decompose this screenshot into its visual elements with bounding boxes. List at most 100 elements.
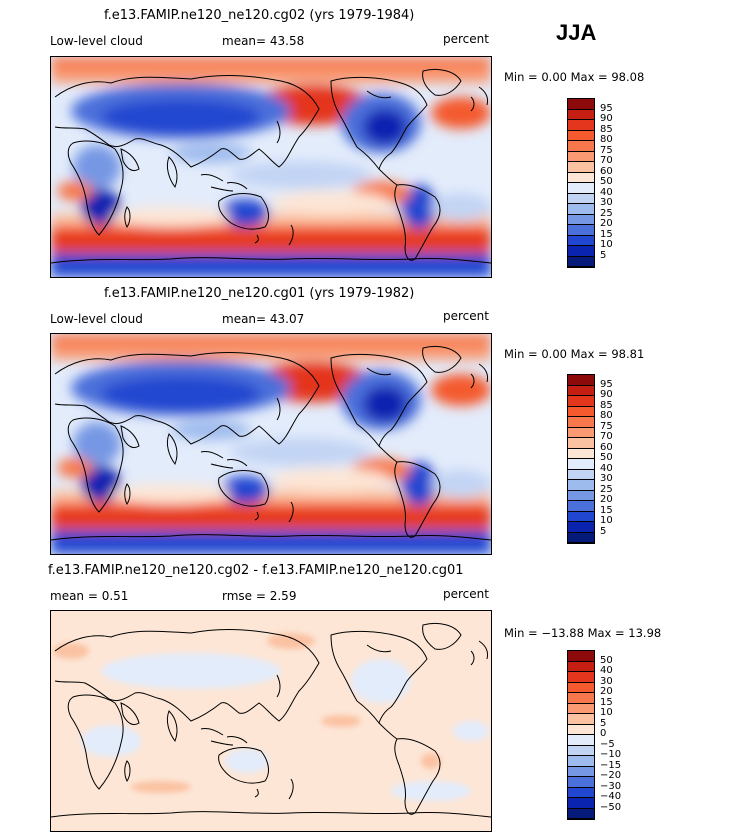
colorbar-swatch	[568, 798, 594, 809]
colorbar-tick-label: 25	[600, 483, 613, 495]
colorbar-swatch	[568, 766, 594, 777]
panel-1-title: f.e13.FAMIP.ne120_ne120.cg02 (yrs 1979-1…	[104, 8, 415, 23]
panel-3-minmax: Min = −13.88 Max = 13.98	[504, 626, 662, 640]
panel-3-rmse-label: rmse = 2.59	[222, 589, 297, 603]
colorbar-tick-label: 85	[600, 123, 613, 135]
panel-1-map	[50, 56, 492, 278]
colorbar-swatch	[568, 438, 594, 449]
colorbar-swatch	[568, 246, 594, 257]
panel-1-units-label: percent	[443, 32, 489, 46]
colorbar-swatch	[568, 385, 594, 396]
panel-2-mean-label: mean= 43.07	[222, 312, 305, 326]
colorbar-tick-label: 0	[600, 728, 607, 739]
colorbar-tick-label: 15	[600, 696, 613, 708]
colorbar-swatch	[568, 396, 594, 407]
colorbar-swatch	[568, 808, 594, 819]
panel-3-title: f.e13.FAMIP.ne120_ne120.cg02 - f.e13.FAM…	[48, 563, 464, 578]
colorbar-swatch	[568, 151, 594, 162]
colorbar-tick-label: 5	[600, 249, 607, 261]
colorbar-tick-label: 90	[600, 389, 613, 400]
colorbar-tick-label: −20	[600, 770, 622, 781]
colorbar-tick-label: 25	[600, 207, 613, 219]
colorbar-swatch	[568, 256, 594, 267]
colorbar-tick-label: 95	[600, 378, 613, 390]
colorbar-swatch	[568, 162, 594, 173]
colorbar-tick-label: 40	[600, 665, 613, 676]
colorbar-swatch	[568, 448, 594, 459]
colorbar-swatches	[567, 650, 595, 820]
panel-3-map-graphic	[51, 611, 491, 831]
panel-3-map	[50, 610, 492, 832]
colorbar-swatch	[568, 99, 594, 110]
panel-2-title: f.e13.FAMIP.ne120_ne120.cg01 (yrs 1979-1…	[104, 286, 415, 301]
colorbar-tick-label: −10	[600, 749, 622, 760]
colorbar-tick-label: 70	[600, 155, 613, 166]
colorbar-swatch	[568, 225, 594, 236]
colorbar-tick-label: −40	[600, 791, 622, 802]
colorbar-tick-label: 20	[600, 494, 613, 505]
colorbar-swatch	[568, 214, 594, 225]
season-label: JJA	[556, 20, 597, 45]
colorbar-swatch	[568, 661, 594, 672]
panel-2-units-label: percent	[443, 309, 489, 323]
colorbar-swatch	[568, 703, 594, 714]
colorbar-swatch	[568, 109, 594, 120]
colorbar-tick-label: 10	[600, 515, 613, 526]
colorbar-swatch	[568, 490, 594, 501]
colorbar-swatch	[568, 480, 594, 491]
colorbar-swatch	[568, 469, 594, 480]
colorbar-swatch	[568, 651, 594, 662]
panel-3-mean-label: mean = 0.51	[50, 589, 129, 603]
colorbar-tick-label: 30	[600, 675, 613, 687]
colorbar-tick-label: −15	[600, 759, 622, 771]
colorbar-tick-label: 10	[600, 239, 613, 250]
colorbar-swatches	[567, 98, 595, 268]
panel-2-minmax: Min = 0.00 Max = 98.81	[504, 347, 645, 361]
panel-1-minmax: Min = 0.00 Max = 98.08	[504, 70, 645, 84]
colorbar-tick-label: 70	[600, 431, 613, 442]
colorbar-swatch	[568, 417, 594, 428]
colorbar-tick-label: −30	[600, 780, 622, 792]
colorbar-tick-label: 5	[600, 525, 607, 537]
colorbar-swatch	[568, 172, 594, 183]
colorbar-swatch	[568, 745, 594, 756]
colorbar-swatch	[568, 522, 594, 533]
colorbar-swatch	[568, 141, 594, 152]
colorbar-tick-label: 30	[600, 473, 613, 484]
colorbar-swatch	[568, 682, 594, 693]
panel-2-map	[50, 333, 492, 555]
colorbar-tick-label: 20	[600, 686, 613, 697]
colorbar-tick-label: 80	[600, 410, 613, 421]
colorbar-swatch	[568, 532, 594, 543]
colorbar-tick-label: 40	[600, 462, 613, 474]
colorbar-tick-label: 95	[600, 102, 613, 114]
colorbar-swatch	[568, 459, 594, 470]
colorbar-tick-label: 15	[600, 228, 613, 240]
colorbar-tick-label: 75	[600, 420, 613, 432]
colorbar-tick-label: 20	[600, 218, 613, 229]
colorbar-swatch	[568, 756, 594, 767]
colorbar-tick-label: 30	[600, 197, 613, 208]
colorbar-tick-label: 75	[600, 144, 613, 156]
colorbar-tick-label: 10	[600, 707, 613, 718]
colorbar-tick-label: 60	[600, 165, 613, 177]
colorbar-swatch	[568, 787, 594, 798]
colorbar-swatch	[568, 501, 594, 512]
colorbar-tick-label: −5	[600, 738, 615, 750]
colorbar-tick-label: 60	[600, 441, 613, 453]
colorbar-swatch	[568, 427, 594, 438]
colorbar-tick-label: 90	[600, 113, 613, 124]
panel-1-mean-label: mean= 43.58	[222, 34, 305, 48]
colorbar-swatch	[568, 375, 594, 386]
colorbar-swatch	[568, 672, 594, 683]
colorbar-swatch	[568, 193, 594, 204]
colorbar-tick-label: 50	[600, 452, 613, 463]
panel-3-units-label: percent	[443, 587, 489, 601]
colorbar-tick-label: 80	[600, 134, 613, 145]
colorbar-swatch	[568, 714, 594, 725]
colorbar-tick-label: −50	[600, 801, 622, 813]
colorbar-tick-label: 5	[600, 717, 607, 729]
colorbar-tick-label: 50	[600, 176, 613, 187]
colorbar-swatch	[568, 735, 594, 746]
panel-1-map-graphic	[51, 57, 491, 277]
